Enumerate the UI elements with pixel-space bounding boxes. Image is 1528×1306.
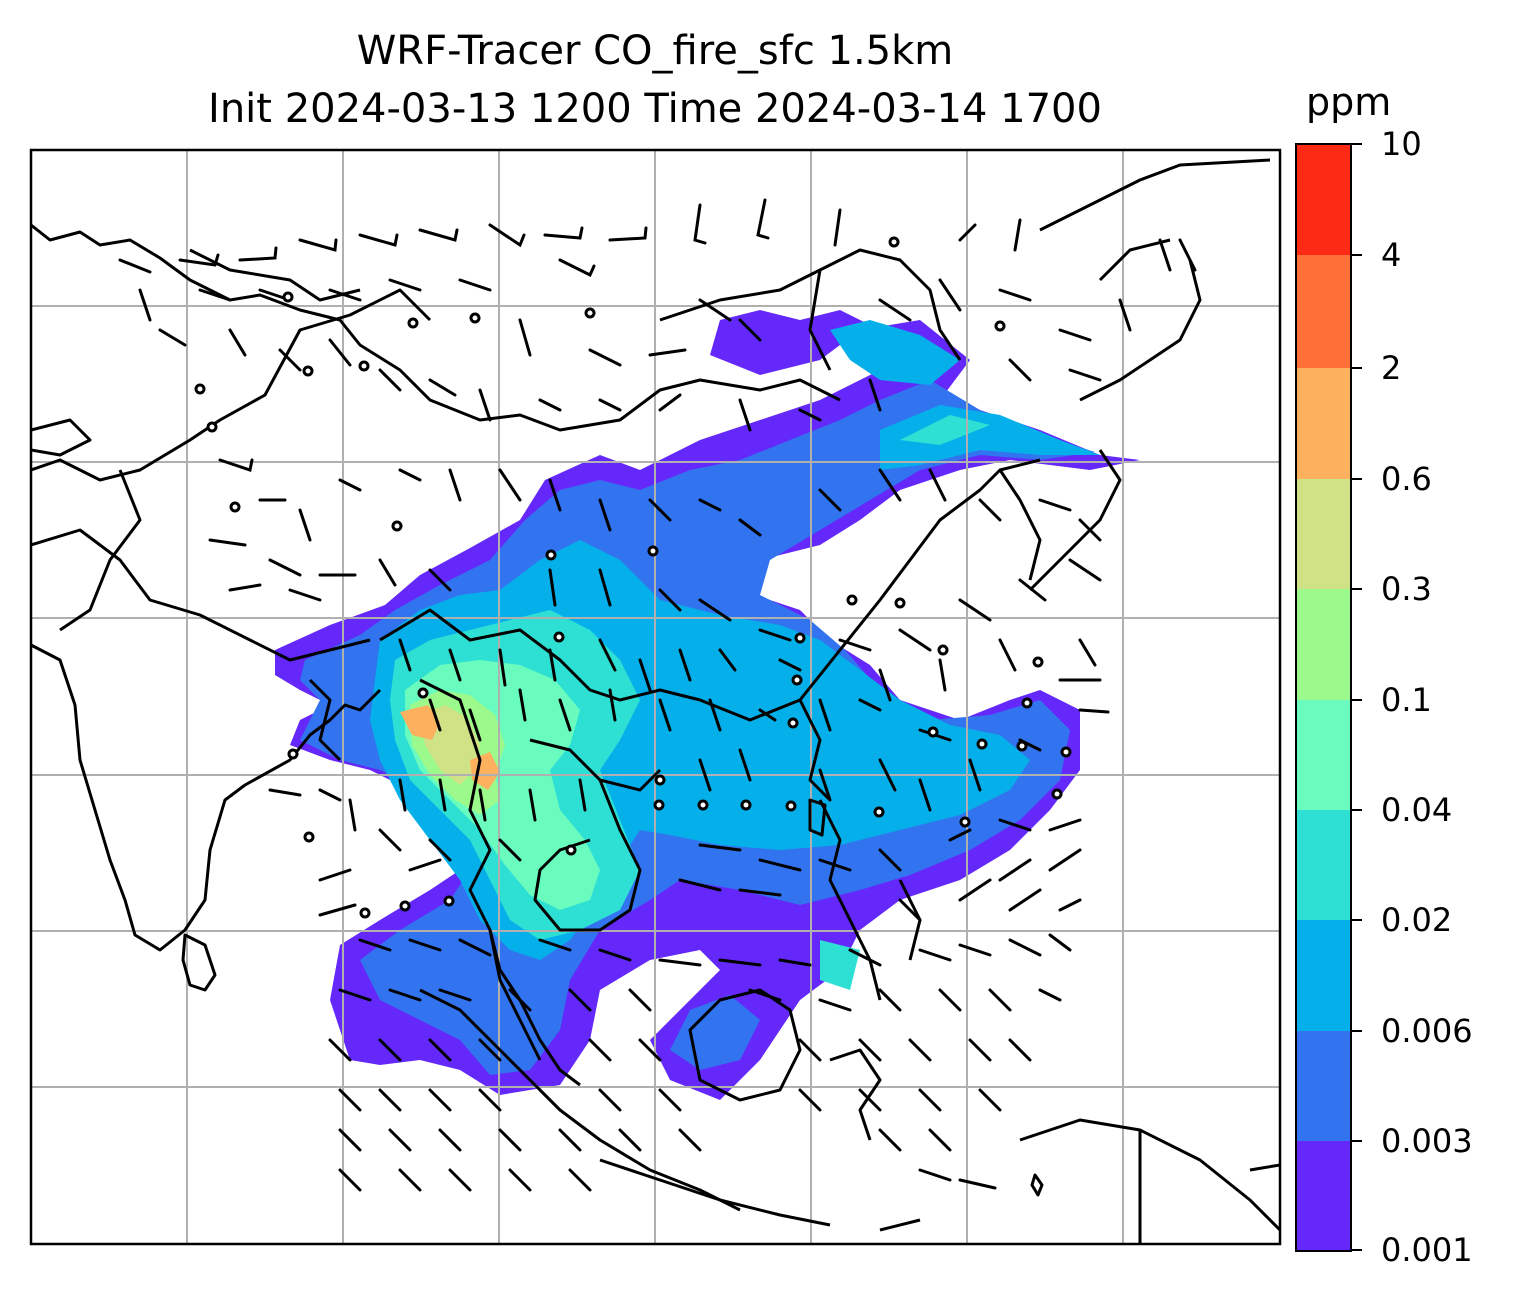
colorbar-tick-label: 0.006: [1381, 1012, 1473, 1050]
colorbar-bin-6: [1296, 479, 1351, 589]
graticule: [31, 150, 1280, 1244]
colorbar-tick-label: 0.04: [1381, 791, 1453, 829]
colorbar-tick-label: 0.003: [1381, 1122, 1473, 1160]
colorbar-bin-9: [1296, 144, 1351, 255]
tracer-contour-e-002: [820, 940, 860, 990]
tracer-contour-06-b: [470, 752, 500, 790]
colorbar-bin-4: [1296, 700, 1351, 810]
tracer-contour-ne-006: [880, 405, 1100, 470]
calm-markers: [194, 236, 1072, 919]
colorbar-frame: [1295, 143, 1352, 1252]
colorbar-tick-label: 0.001: [1381, 1231, 1473, 1269]
colorbar-tick-label: 0.6: [1381, 460, 1432, 498]
colorbar-tick-label: 4: [1381, 236, 1402, 274]
colorbar-bin-2: [1296, 920, 1351, 1031]
colorbar-bin-8: [1296, 255, 1351, 368]
tracer-contour-se-0003: [670, 995, 760, 1070]
colorbar-ticks: [1351, 143, 1362, 1251]
tracer-contour-ne2-006: [830, 320, 960, 385]
map-title-line-2: Init 2024-03-13 1200 Time 2024-03-14 170…: [208, 86, 1102, 132]
colorbar-tick-label: 0.3: [1381, 570, 1432, 608]
map-frame: [29, 148, 1282, 1246]
colorbar-tick-label: 10: [1381, 125, 1422, 163]
colorbar-bin-3: [1296, 810, 1351, 920]
colorbar-tick-label: 0.1: [1381, 681, 1432, 719]
colorbar-bin-0: [1296, 1141, 1351, 1251]
colorbar-unit-label: ppm: [1306, 80, 1392, 124]
colorbar-tick-label: 0.02: [1381, 901, 1453, 939]
map-title-line-1: WRF-Tracer CO_fire_sfc 1.5km: [356, 28, 954, 74]
colorbar: [1295, 143, 1362, 1252]
colorbar-tick-label: 2: [1381, 349, 1402, 387]
tracer-contour-06: [400, 705, 440, 740]
colorbar-bin-7: [1296, 368, 1351, 479]
colorbar-bin-5: [1296, 589, 1351, 700]
colorbar-bin-1: [1296, 1031, 1351, 1141]
